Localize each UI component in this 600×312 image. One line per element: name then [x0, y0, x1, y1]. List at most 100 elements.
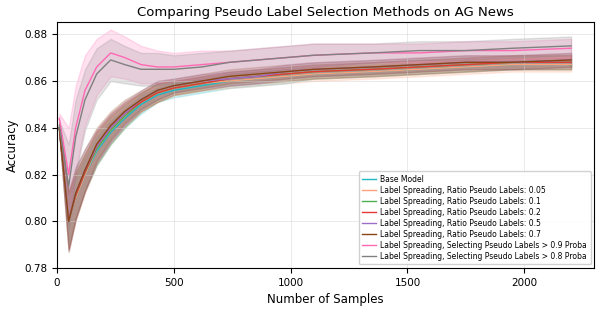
- Label Spreading, Ratio Pseudo Labels: 0.2: (1.35e+03, 0.865): 0.2: (1.35e+03, 0.865): [369, 67, 376, 71]
- Base Model: [65, 220, 72, 223]
- Label Spreading, Selecting Pseudo Labels > 0.8 Proba: [509, 46, 516, 50]
- Label Spreading, Selecting Pseudo Labels > 0.9 Proba: [463, 49, 470, 52]
- Label Spreading, Selecting Pseudo Labels > 0.8 Proba: [310, 53, 317, 57]
- Label Spreading, Ratio Pseudo Labels: 0.5: (10, 0.84): 0.5: (10, 0.84): [56, 126, 63, 130]
- Label Spreading, Ratio Pseudo Labels: 0.05: (1.35e+03, 0.864): 0.05: (1.35e+03, 0.864): [369, 70, 376, 74]
- Label Spreading, Selecting Pseudo Labels > 0.9 Proba: [369, 51, 376, 55]
- Label Spreading, Ratio Pseudo Labels: 0.05: (1.75e+03, 0.866): 0.05: (1.75e+03, 0.866): [463, 65, 470, 69]
- Label Spreading, Ratio Pseudo Labels: 0.1: (80, 0.811): 0.1: (80, 0.811): [72, 194, 79, 197]
- Label Spreading, Ratio Pseudo Labels: 0.5: (360, 0.852): 0.5: (360, 0.852): [137, 98, 145, 102]
- Label Spreading, Ratio Pseudo Labels: 0.1: (230, 0.839): 0.1: (230, 0.839): [107, 128, 115, 132]
- Label Spreading, Ratio Pseudo Labels: 0.2: (980, 0.863): 0.2: (980, 0.863): [283, 72, 290, 76]
- Label Spreading, Ratio Pseudo Labels: 0.7: (230, 0.841): 0.7: (230, 0.841): [107, 124, 115, 127]
- Base Model: [154, 93, 161, 97]
- Label Spreading, Ratio Pseudo Labels: 0.5: (290, 0.846): 0.5: (290, 0.846): [121, 112, 128, 116]
- Base Model: [283, 75, 290, 78]
- Label Spreading, Ratio Pseudo Labels: 0.7: (10, 0.84): 0.7: (10, 0.84): [56, 126, 63, 130]
- Label Spreading, Ratio Pseudo Labels: 0.7: (1.75e+03, 0.868): 0.7: (1.75e+03, 0.868): [463, 61, 470, 64]
- Label Spreading, Ratio Pseudo Labels: 0.5: (740, 0.861): 0.5: (740, 0.861): [226, 77, 233, 80]
- Label Spreading, Ratio Pseudo Labels: 0.7: (360, 0.852): 0.7: (360, 0.852): [137, 98, 145, 102]
- Label Spreading, Ratio Pseudo Labels: 0.2: (2.2e+03, 0.868): 0.2: (2.2e+03, 0.868): [568, 61, 575, 64]
- Y-axis label: Accuracy: Accuracy: [5, 119, 19, 172]
- Label Spreading, Ratio Pseudo Labels: 0.1: (1.55e+03, 0.866): 0.1: (1.55e+03, 0.866): [416, 65, 423, 69]
- Label Spreading, Selecting Pseudo Labels > 0.8 Proba: [170, 67, 178, 71]
- Label Spreading, Ratio Pseudo Labels: 0.1: (740, 0.861): 0.1: (740, 0.861): [226, 77, 233, 80]
- Label Spreading, Ratio Pseudo Labels: 0.05: (500, 0.857): 0.05: (500, 0.857): [170, 86, 178, 90]
- Label Spreading, Ratio Pseudo Labels: 0.5: (80, 0.812): 0.5: (80, 0.812): [72, 192, 79, 195]
- Base Model: [121, 117, 128, 120]
- Label Spreading, Ratio Pseudo Labels: 0.05: (50, 0.8): 0.05: (50, 0.8): [65, 220, 72, 223]
- Label Spreading, Ratio Pseudo Labels: 0.7: (1.55e+03, 0.867): 0.7: (1.55e+03, 0.867): [416, 63, 423, 66]
- Label Spreading, Ratio Pseudo Labels: 0.1: (1.1e+03, 0.864): 0.1: (1.1e+03, 0.864): [310, 70, 317, 74]
- Base Model: [369, 70, 376, 74]
- Label Spreading, Selecting Pseudo Labels > 0.8 Proba: [154, 67, 161, 71]
- Label Spreading, Ratio Pseudo Labels: 0.1: (360, 0.851): 0.1: (360, 0.851): [137, 100, 145, 104]
- Label Spreading, Selecting Pseudo Labels > 0.9 Proba: [121, 56, 128, 60]
- Base Model: [93, 149, 100, 153]
- Label Spreading, Selecting Pseudo Labels > 0.9 Proba: [568, 46, 575, 50]
- Label Spreading, Ratio Pseudo Labels: 0.05: (980, 0.862): 0.05: (980, 0.862): [283, 75, 290, 78]
- Label Spreading, Selecting Pseudo Labels > 0.9 Proba: [107, 51, 115, 55]
- Label Spreading, Ratio Pseudo Labels: 0.05: (1.55e+03, 0.865): 0.05: (1.55e+03, 0.865): [416, 67, 423, 71]
- Label Spreading, Selecting Pseudo Labels > 0.8 Proba: [226, 61, 233, 64]
- Label Spreading, Selecting Pseudo Labels > 0.9 Proba: [226, 61, 233, 64]
- Label Spreading, Ratio Pseudo Labels: 0.5: (1.35e+03, 0.866): 0.5: (1.35e+03, 0.866): [369, 65, 376, 69]
- Label Spreading, Ratio Pseudo Labels: 0.5: (1.75e+03, 0.868): 0.5: (1.75e+03, 0.868): [463, 61, 470, 64]
- Label Spreading, Selecting Pseudo Labels > 0.8 Proba: [463, 49, 470, 52]
- Base Model: [198, 84, 205, 88]
- Label Spreading, Ratio Pseudo Labels: 0.7: (50, 0.8): 0.7: (50, 0.8): [65, 220, 72, 223]
- X-axis label: Number of Samples: Number of Samples: [268, 294, 384, 306]
- Label Spreading, Ratio Pseudo Labels: 0.7: (1.1e+03, 0.865): 0.7: (1.1e+03, 0.865): [310, 67, 317, 71]
- Label Spreading, Ratio Pseudo Labels: 0.05: (1.1e+03, 0.863): 0.05: (1.1e+03, 0.863): [310, 72, 317, 76]
- Label Spreading, Selecting Pseudo Labels > 0.9 Proba: [198, 63, 205, 66]
- Label Spreading, Ratio Pseudo Labels: 0.1: (290, 0.845): 0.1: (290, 0.845): [121, 114, 128, 118]
- Base Model: [56, 126, 63, 130]
- Label Spreading, Selecting Pseudo Labels > 0.9 Proba: [416, 51, 423, 55]
- Label Spreading, Ratio Pseudo Labels: 0.7: (170, 0.833): 0.7: (170, 0.833): [93, 142, 100, 146]
- Label Spreading, Ratio Pseudo Labels: 0.7: (740, 0.862): 0.7: (740, 0.862): [226, 75, 233, 78]
- Label Spreading, Ratio Pseudo Labels: 0.2: (290, 0.846): 0.2: (290, 0.846): [121, 112, 128, 116]
- Label Spreading, Ratio Pseudo Labels: 0.2: (740, 0.861): 0.2: (740, 0.861): [226, 77, 233, 80]
- Title: Comparing Pseudo Label Selection Methods on AG News: Comparing Pseudo Label Selection Methods…: [137, 6, 514, 18]
- Legend: Base Model, Label Spreading, Ratio Pseudo Labels: 0.05, Label Spreading, Ratio P: Base Model, Label Spreading, Ratio Pseud…: [359, 171, 590, 264]
- Line: Label Spreading, Ratio Pseudo Labels: 0.2: Label Spreading, Ratio Pseudo Labels: 0.…: [59, 62, 571, 222]
- Label Spreading, Selecting Pseudo Labels > 0.8 Proba: [65, 184, 72, 188]
- Label Spreading, Ratio Pseudo Labels: 0.2: (860, 0.862): 0.2: (860, 0.862): [254, 75, 262, 78]
- Label Spreading, Ratio Pseudo Labels: 0.05: (740, 0.86): 0.05: (740, 0.86): [226, 79, 233, 83]
- Label Spreading, Ratio Pseudo Labels: 0.1: (2.2e+03, 0.868): 0.1: (2.2e+03, 0.868): [568, 61, 575, 64]
- Label Spreading, Ratio Pseudo Labels: 0.1: (170, 0.831): 0.1: (170, 0.831): [93, 147, 100, 151]
- Label Spreading, Ratio Pseudo Labels: 0.2: (1.95e+03, 0.868): 0.2: (1.95e+03, 0.868): [509, 61, 516, 64]
- Label Spreading, Ratio Pseudo Labels: 0.05: (360, 0.851): 0.05: (360, 0.851): [137, 100, 145, 104]
- Label Spreading, Ratio Pseudo Labels: 0.05: (620, 0.859): 0.05: (620, 0.859): [198, 81, 205, 85]
- Label Spreading, Selecting Pseudo Labels > 0.9 Proba: [93, 65, 100, 69]
- Label Spreading, Ratio Pseudo Labels: 0.7: (80, 0.812): 0.7: (80, 0.812): [72, 192, 79, 195]
- Label Spreading, Ratio Pseudo Labels: 0.1: (860, 0.862): 0.1: (860, 0.862): [254, 75, 262, 78]
- Base Model: [310, 72, 317, 76]
- Base Model: [107, 131, 115, 134]
- Label Spreading, Selecting Pseudo Labels > 0.9 Proba: [154, 65, 161, 69]
- Label Spreading, Ratio Pseudo Labels: 0.2: (50, 0.8): 0.2: (50, 0.8): [65, 220, 72, 223]
- Label Spreading, Selecting Pseudo Labels > 0.8 Proba: [416, 49, 423, 52]
- Label Spreading, Ratio Pseudo Labels: 0.05: (170, 0.831): 0.05: (170, 0.831): [93, 147, 100, 151]
- Label Spreading, Ratio Pseudo Labels: 0.2: (620, 0.859): 0.2: (620, 0.859): [198, 81, 205, 85]
- Label Spreading, Selecting Pseudo Labels > 0.8 Proba: [137, 67, 145, 71]
- Label Spreading, Ratio Pseudo Labels: 0.5: (620, 0.86): 0.5: (620, 0.86): [198, 79, 205, 83]
- Label Spreading, Selecting Pseudo Labels > 0.8 Proba: [82, 98, 89, 102]
- Label Spreading, Ratio Pseudo Labels: 0.7: (1.35e+03, 0.866): 0.7: (1.35e+03, 0.866): [369, 65, 376, 69]
- Base Model: [254, 77, 262, 80]
- Label Spreading, Ratio Pseudo Labels: 0.1: (500, 0.857): 0.1: (500, 0.857): [170, 86, 178, 90]
- Label Spreading, Selecting Pseudo Labels > 0.8 Proba: [107, 58, 115, 62]
- Label Spreading, Ratio Pseudo Labels: 0.5: (860, 0.862): 0.5: (860, 0.862): [254, 75, 262, 78]
- Label Spreading, Selecting Pseudo Labels > 0.8 Proba: [121, 63, 128, 66]
- Label Spreading, Ratio Pseudo Labels: 0.2: (1.1e+03, 0.864): 0.2: (1.1e+03, 0.864): [310, 70, 317, 74]
- Label Spreading, Ratio Pseudo Labels: 0.1: (620, 0.859): 0.1: (620, 0.859): [198, 81, 205, 85]
- Label Spreading, Selecting Pseudo Labels > 0.8 Proba: [72, 135, 79, 139]
- Label Spreading, Ratio Pseudo Labels: 0.5: (1.55e+03, 0.867): 0.5: (1.55e+03, 0.867): [416, 63, 423, 66]
- Label Spreading, Selecting Pseudo Labels > 0.9 Proba: [56, 117, 63, 120]
- Label Spreading, Selecting Pseudo Labels > 0.8 Proba: [93, 72, 100, 76]
- Base Model: [568, 63, 575, 66]
- Label Spreading, Ratio Pseudo Labels: 0.2: (430, 0.855): 0.2: (430, 0.855): [154, 91, 161, 95]
- Label Spreading, Ratio Pseudo Labels: 0.1: (1.95e+03, 0.868): 0.1: (1.95e+03, 0.868): [509, 61, 516, 64]
- Base Model: [226, 79, 233, 83]
- Label Spreading, Ratio Pseudo Labels: 0.5: (1.95e+03, 0.868): 0.5: (1.95e+03, 0.868): [509, 61, 516, 64]
